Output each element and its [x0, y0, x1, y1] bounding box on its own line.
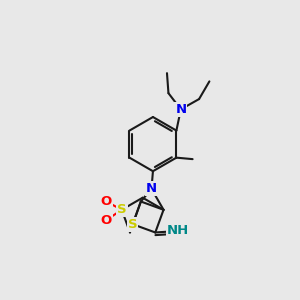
Text: O: O [101, 214, 112, 226]
Text: NH: NH [167, 224, 189, 238]
Text: N: N [175, 103, 186, 116]
Text: S: S [117, 203, 127, 216]
Text: S: S [128, 218, 137, 231]
Text: N: N [146, 182, 157, 195]
Text: O: O [101, 195, 112, 208]
